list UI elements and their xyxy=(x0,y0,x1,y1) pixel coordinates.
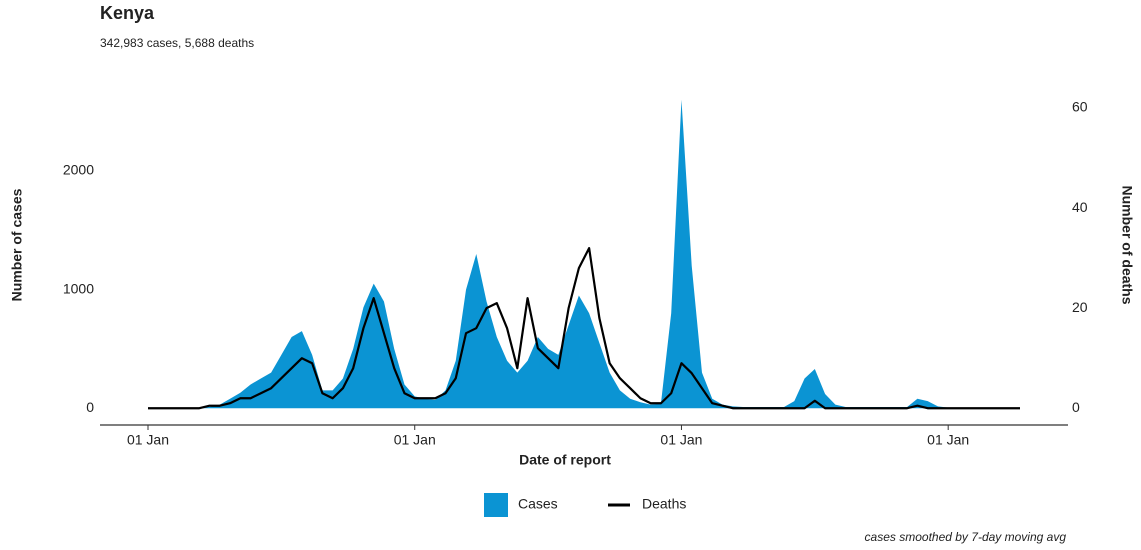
x-tick-label: 01 Jan xyxy=(927,432,969,448)
y2-axis-title: Number of deaths xyxy=(1119,185,1135,304)
cases-area xyxy=(148,99,1020,409)
y-tick-label: 0 xyxy=(86,399,94,415)
legend-label: Deaths xyxy=(642,496,686,512)
y-axis-title: Number of cases xyxy=(9,188,25,301)
deaths-line xyxy=(148,247,1020,410)
x-axis-title: Date of report xyxy=(519,452,611,468)
y-tick-label: 1000 xyxy=(63,280,94,296)
y2-tick-label: 40 xyxy=(1072,199,1088,215)
y2-tick-label: 20 xyxy=(1072,299,1088,315)
legend-swatch xyxy=(484,493,508,517)
y2-tick-label: 60 xyxy=(1072,99,1088,115)
y2-tick-label: 0 xyxy=(1072,399,1080,415)
x-tick-label: 01 Jan xyxy=(394,432,436,448)
y-tick-label: 2000 xyxy=(63,162,94,178)
x-tick-label: 01 Jan xyxy=(127,432,169,448)
legend-label: Cases xyxy=(518,496,558,512)
caption: cases smoothed by 7-day moving avg xyxy=(865,530,1067,544)
chart-title: Kenya xyxy=(100,3,155,23)
chart-subtitle: 342,983 cases, 5,688 deaths xyxy=(100,36,254,50)
x-tick-label: 01 Jan xyxy=(660,432,702,448)
